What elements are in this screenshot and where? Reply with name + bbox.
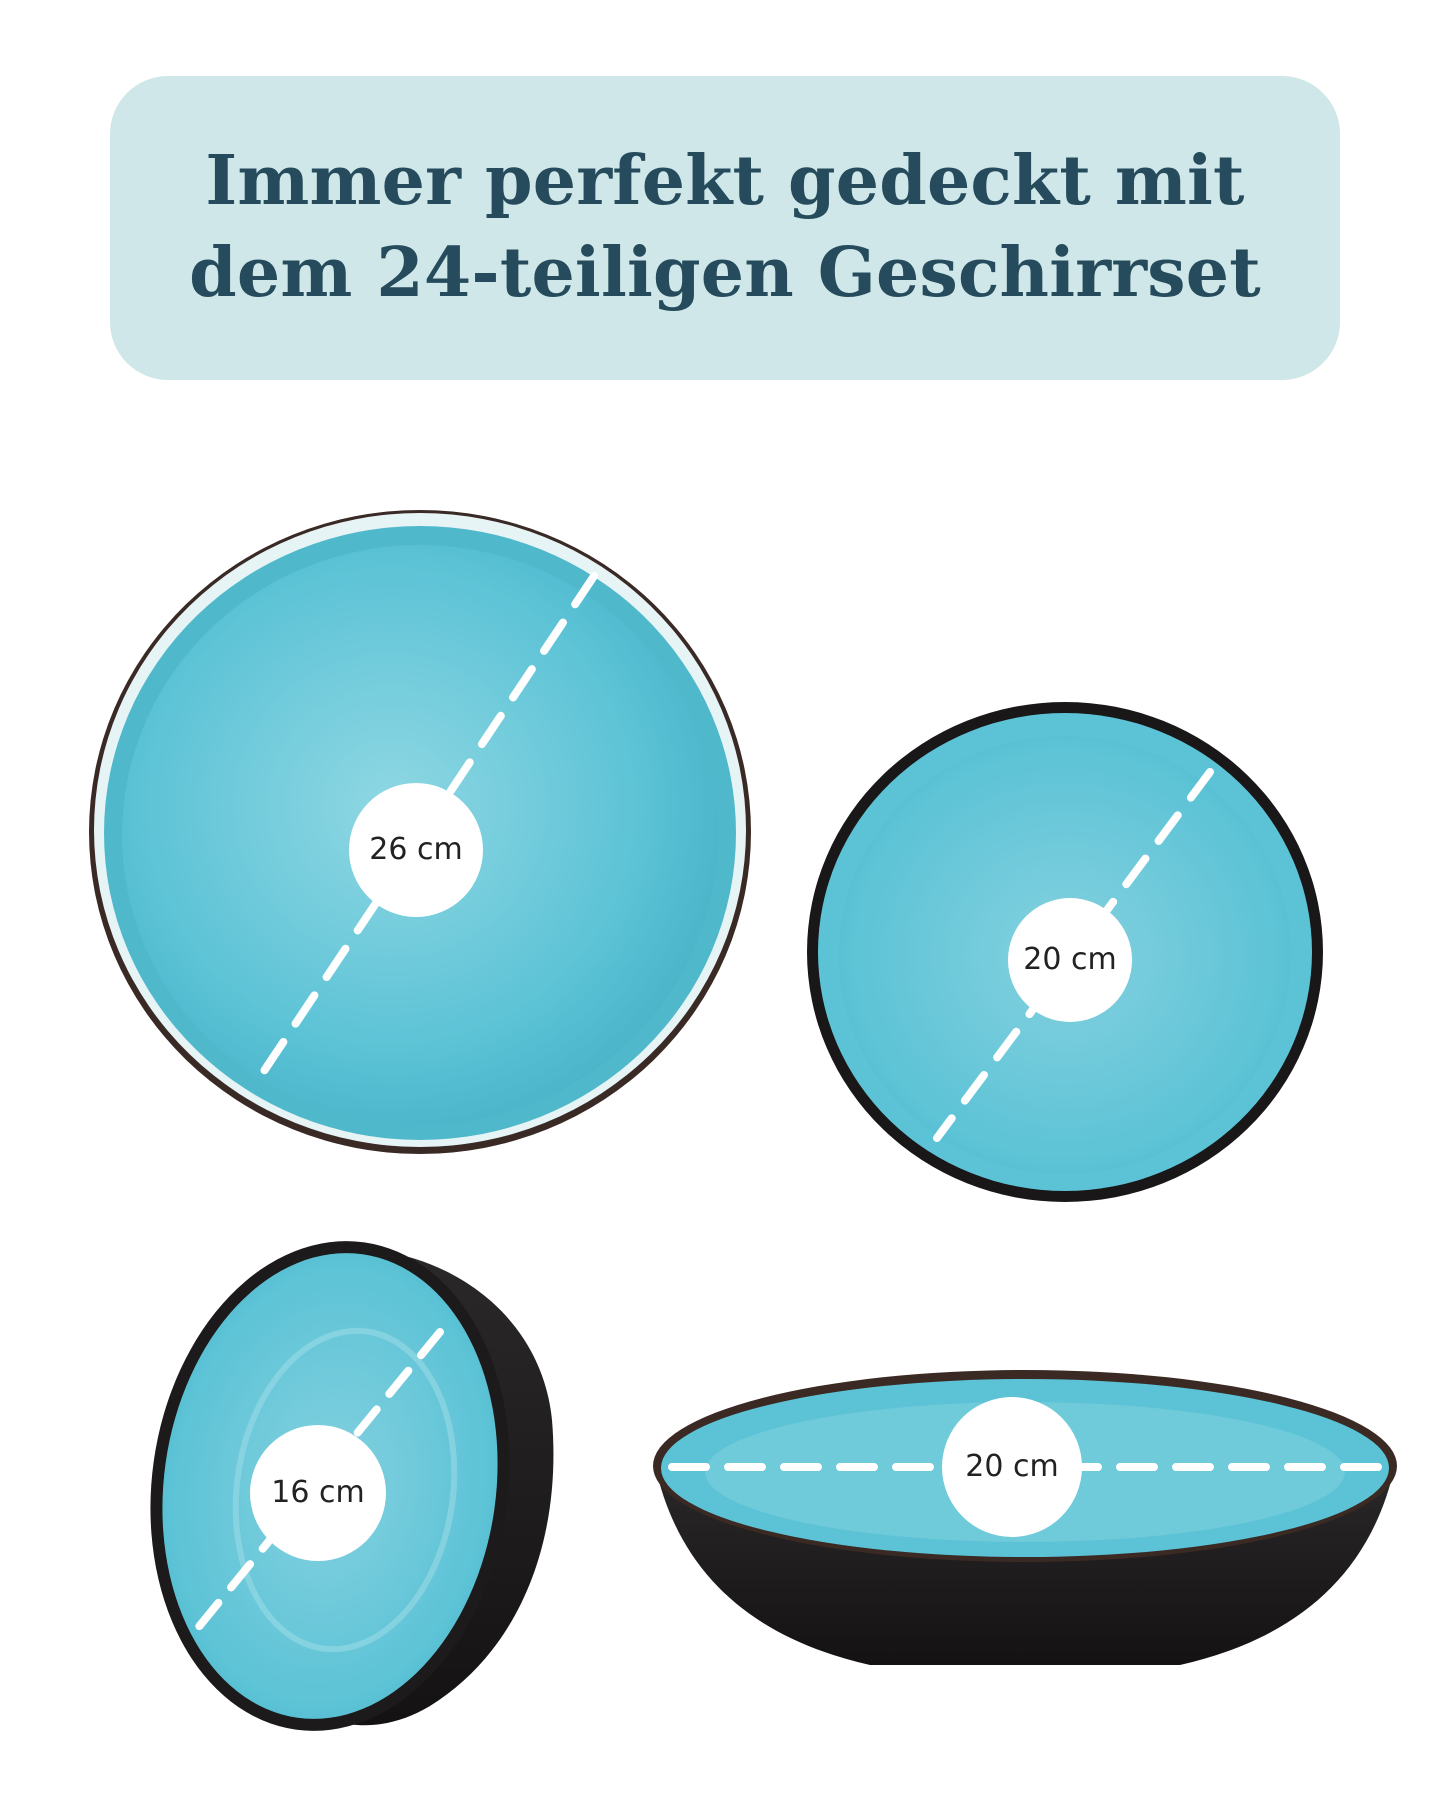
small-bowl-size-label: 16 cm: [271, 1475, 365, 1510]
dinner-plate: [89, 510, 751, 1154]
small-bowl-label-circle: [250, 1425, 386, 1561]
dinner-plate-size-label: 26 cm: [369, 832, 463, 867]
side-plate-size-label: 20 cm: [1023, 942, 1117, 977]
small-bowl: [150, 1241, 554, 1731]
small-bowl-inner-highlight: [232, 1327, 458, 1653]
dinner-plate-label-circle: [349, 783, 483, 917]
side-plate: [807, 702, 1323, 1202]
side-plate-label-circle: [1008, 898, 1132, 1022]
title-banner: Immer perfekt gedeckt mit dem 24-teilige…: [110, 76, 1340, 380]
deep-plate-size-label: 20 cm: [965, 1449, 1059, 1484]
deep-plate: [653, 1370, 1397, 1665]
deep-plate-label-circle: [942, 1397, 1082, 1537]
page-title: Immer perfekt gedeckt mit dem 24-teilige…: [189, 141, 1261, 313]
